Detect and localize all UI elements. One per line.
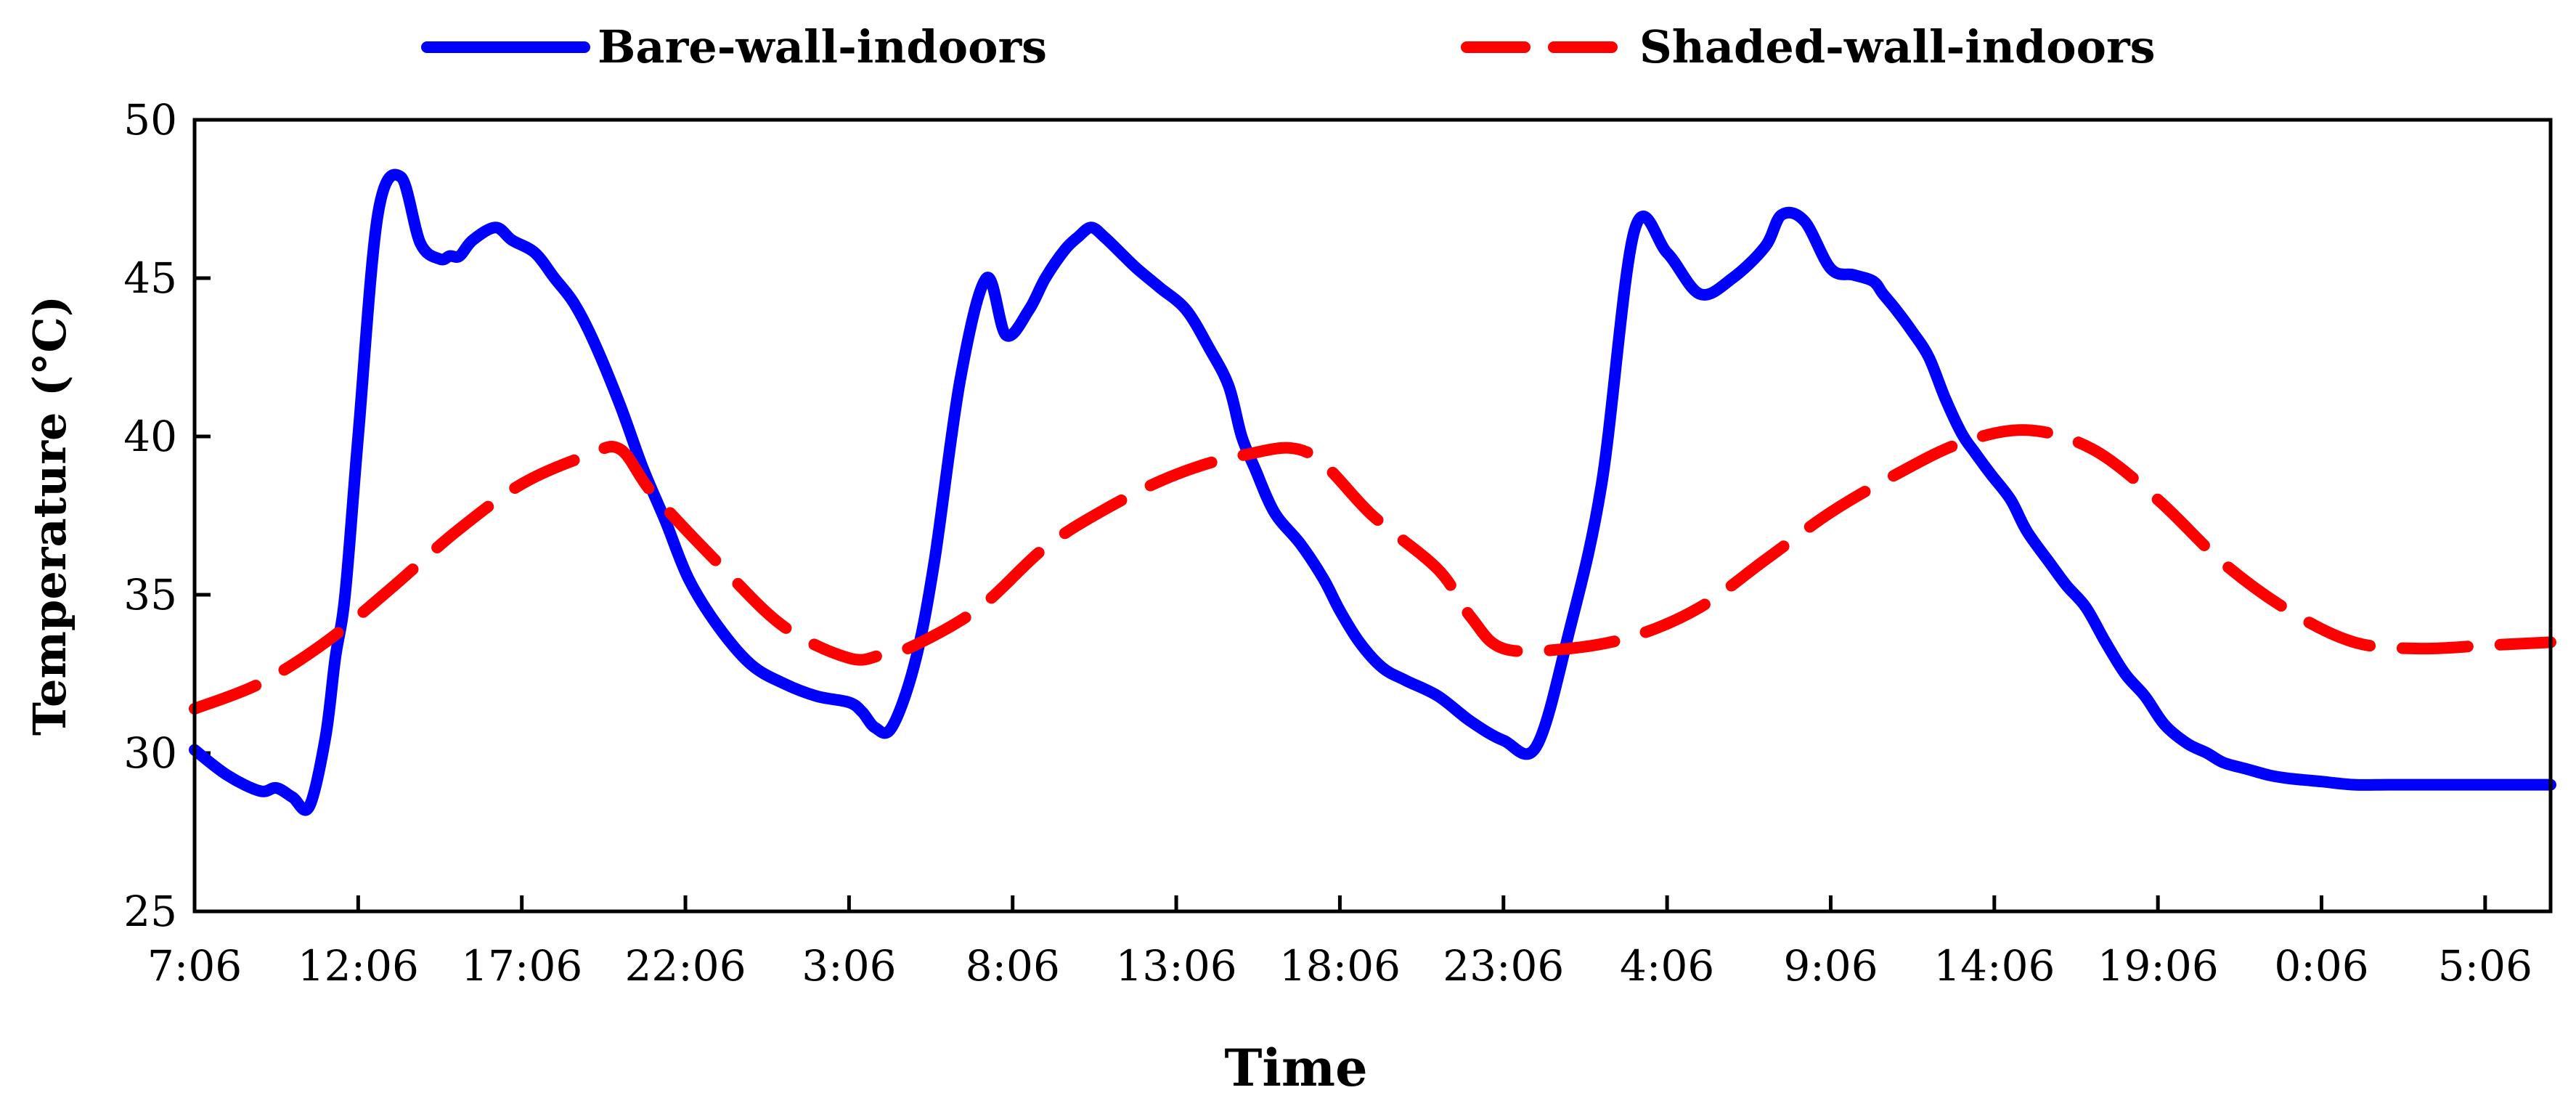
- y-axis-ticks: 25 30 35 40 45 50: [123, 95, 211, 936]
- x-tick-label: 0:06: [2274, 941, 2368, 991]
- x-tick-label: 5:06: [2438, 941, 2532, 991]
- x-tick-label: 23:06: [1443, 941, 1564, 991]
- x-axis-ticks: 7:06 12:06 17:06 22:06 3:06 8:06 13:06 18:06 23:…: [147, 895, 2532, 991]
- x-tick-label: 9:06: [1783, 941, 1878, 991]
- y-tick-label: 50: [123, 95, 177, 145]
- x-tick-label: 8:06: [966, 941, 1060, 991]
- x-axis-label: Time: [1224, 1038, 1367, 1098]
- legend-label-bare-wall: Bare-wall-indoors: [598, 20, 1047, 73]
- plot-frame: [192, 118, 2553, 914]
- x-tick-label: 12:06: [298, 941, 419, 991]
- y-tick-label: 45: [123, 253, 177, 303]
- x-tick-label: 7:06: [147, 941, 242, 991]
- y-tick-label: 25: [123, 887, 177, 936]
- series-line-bare-wall: [189, 168, 2556, 816]
- x-tick-label: 18:06: [1279, 941, 1401, 991]
- x-tick-label: 22:06: [624, 941, 746, 991]
- series-layer: [189, 168, 2556, 816]
- x-tick-label: 4:06: [1620, 941, 1714, 991]
- legend: Bare-wall-indoors Shaded-wall-indoors: [421, 20, 2156, 73]
- x-tick-label: 3:06: [802, 941, 896, 991]
- x-tick-label: 19:06: [2098, 941, 2219, 991]
- legend-label-shaded-wall: Shaded-wall-indoors: [1639, 20, 2156, 73]
- y-tick-label: 30: [123, 728, 177, 778]
- y-axis-label: Temperature (°C): [23, 296, 76, 736]
- y-tick-label: 40: [123, 412, 177, 461]
- x-tick-label: 14:06: [1933, 941, 2055, 991]
- series-line-shaded-wall: [189, 424, 2556, 715]
- y-tick-label: 35: [123, 570, 177, 619]
- x-tick-label: 17:06: [461, 941, 582, 991]
- x-tick-label: 13:06: [1116, 941, 1237, 991]
